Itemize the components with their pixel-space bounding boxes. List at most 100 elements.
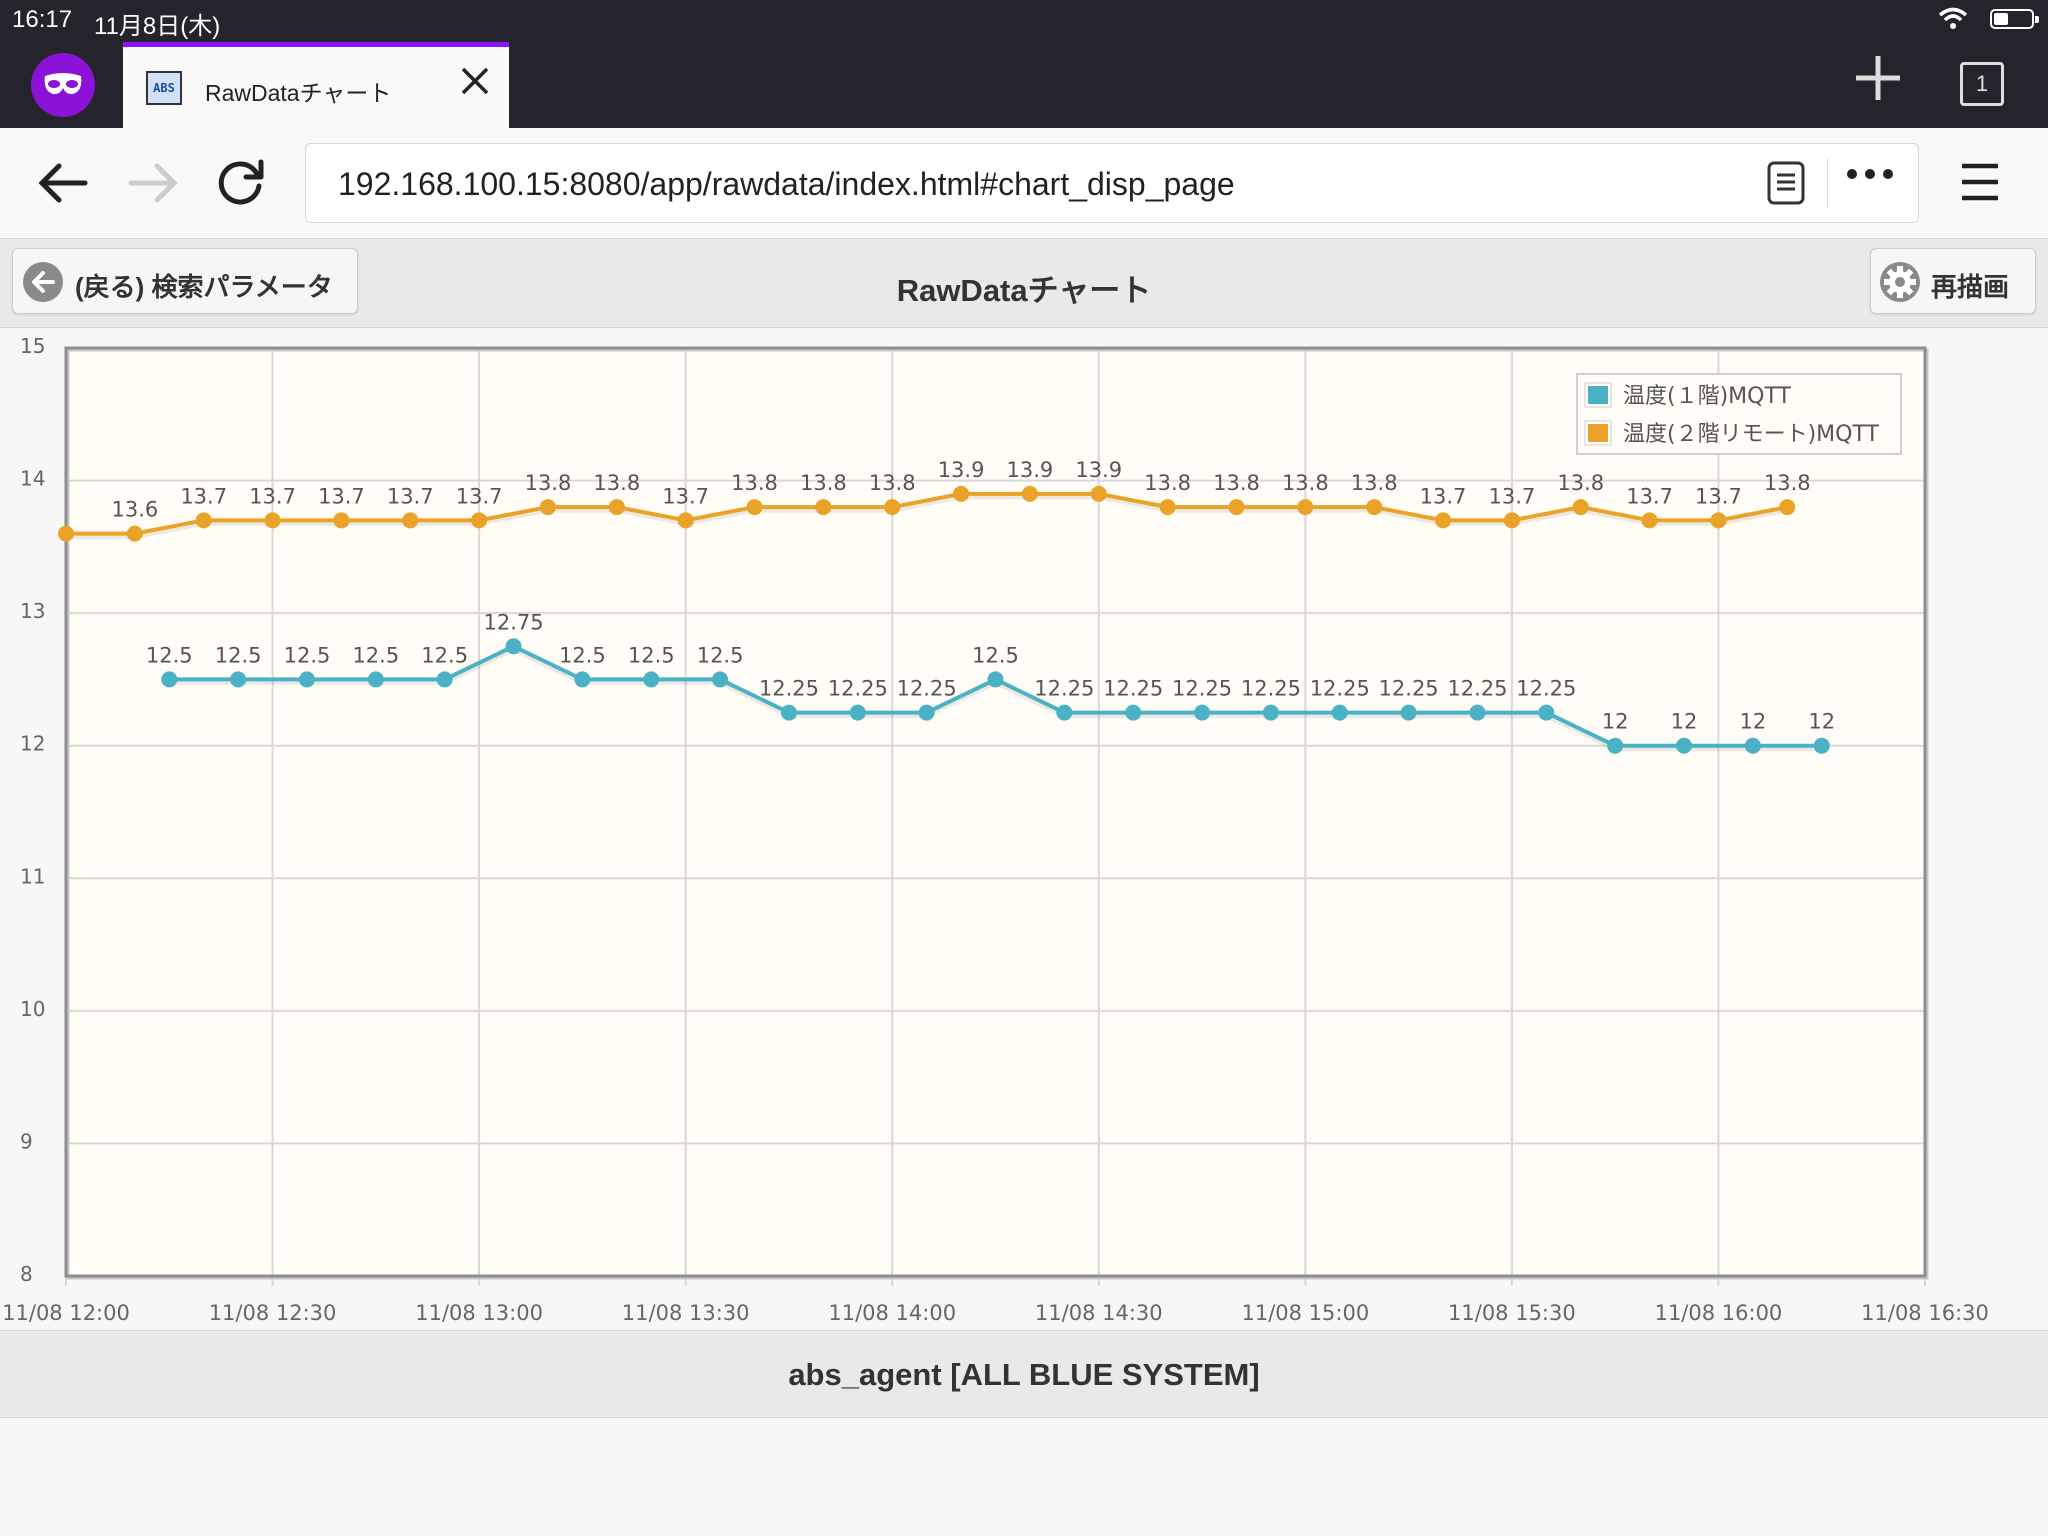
series-2-point bbox=[677, 512, 694, 529]
series-2-data-label: 13.7 bbox=[662, 484, 709, 508]
address-bar[interactable]: 192.168.100.15:8080/app/rawdata/index.ht… bbox=[305, 143, 1919, 223]
series-1-point bbox=[298, 671, 315, 688]
y-tick-label: 10 bbox=[20, 997, 45, 1021]
back-button-label: (戻る) 検索パラメータ bbox=[75, 272, 333, 302]
series-2-point bbox=[1572, 499, 1589, 516]
series-1-data-label: 12.25 bbox=[1310, 677, 1370, 701]
series-1-data-label: 12.25 bbox=[1379, 677, 1439, 701]
series-1-point bbox=[849, 704, 866, 721]
x-tick-label: 11/08 14:30 bbox=[1035, 1301, 1163, 1325]
forward-arrow-icon[interactable] bbox=[121, 152, 183, 214]
gear-icon bbox=[1880, 262, 1920, 302]
series-2-point bbox=[1297, 499, 1314, 516]
rawdata-line-chart: 8 9 10 11 12 13 14 15 11/08 12:00 11/08 12:30 11/0… bbox=[2, 334, 1989, 1325]
series-2-data-label: 13.8 bbox=[1351, 471, 1398, 495]
series-1-data-label: 12.25 bbox=[828, 677, 888, 701]
x-tick-label: 11/08 12:00 bbox=[2, 1301, 130, 1325]
series-2-point bbox=[953, 485, 970, 502]
series-1-point bbox=[1262, 704, 1279, 721]
wifi-icon bbox=[1938, 6, 1968, 36]
series-2-data-label: 13.7 bbox=[1626, 484, 1673, 508]
url-text[interactable]: 192.168.100.15:8080/app/rawdata/index.ht… bbox=[338, 166, 1235, 202]
series-2-data-label: 13.7 bbox=[387, 484, 434, 508]
series-2-data-label: 13.8 bbox=[593, 471, 640, 495]
series-2-point bbox=[1710, 512, 1727, 529]
series-2-point bbox=[333, 512, 350, 529]
series-1-point bbox=[505, 638, 522, 655]
series-2-data-label: 13.6 bbox=[111, 498, 158, 522]
menu-hamburger-icon[interactable] bbox=[1960, 160, 2000, 204]
series-2-point bbox=[264, 512, 281, 529]
x-tick-label: 11/08 14:00 bbox=[828, 1301, 956, 1325]
y-tick-label: 11 bbox=[20, 864, 45, 888]
y-tick-label: 9 bbox=[20, 1129, 33, 1153]
legend-box bbox=[1576, 373, 1902, 455]
series-2-data-label: 13.8 bbox=[731, 471, 778, 495]
series-line-2 bbox=[66, 491, 1788, 536]
series-2-data-label: 13.9 bbox=[1007, 458, 1054, 482]
series-2-data-label: 13.8 bbox=[1144, 471, 1191, 495]
series-2-data-label: 13.9 bbox=[1075, 458, 1122, 482]
plot-frame bbox=[64, 346, 1927, 1278]
series-2-data-label: 13.8 bbox=[869, 471, 916, 495]
series-2-data-label: 13.8 bbox=[1213, 471, 1260, 495]
battery-icon bbox=[1990, 9, 2039, 29]
browser-tab[interactable]: ABS RawDataチャート bbox=[123, 42, 509, 128]
x-tick-label: 11/08 13:00 bbox=[415, 1301, 543, 1325]
series-1-point bbox=[161, 671, 178, 688]
series-2-point bbox=[1228, 499, 1245, 516]
series-1-point bbox=[367, 671, 384, 688]
x-tick-label: 11/08 16:30 bbox=[1861, 1301, 1989, 1325]
series-1-point bbox=[780, 704, 797, 721]
series-1-data-label: 12.25 bbox=[897, 677, 957, 701]
series-1-point bbox=[1744, 737, 1761, 754]
back-to-search-button[interactable]: (戻る) 検索パラメータ bbox=[12, 248, 358, 314]
y-tick-label: 14 bbox=[20, 467, 45, 491]
status-date: 11月8日(木) bbox=[94, 13, 221, 40]
series-1-data-label: 12.5 bbox=[146, 643, 193, 667]
series-1-data-label: 12.75 bbox=[483, 610, 543, 634]
series-1-data-label: 12.5 bbox=[421, 643, 468, 667]
page-footer: abs_agent [ALL BLUE SYSTEM] bbox=[0, 1330, 2048, 1418]
new-tab-plus-icon[interactable] bbox=[1848, 48, 1908, 108]
series-1-point bbox=[1469, 704, 1486, 721]
divider bbox=[1827, 158, 1828, 208]
series-2-data-label: 13.7 bbox=[1695, 484, 1742, 508]
redraw-button[interactable]: 再描画 bbox=[1870, 248, 2036, 314]
series-1-point bbox=[1194, 704, 1211, 721]
series-2-point bbox=[1021, 485, 1038, 502]
series-1-point bbox=[1056, 704, 1073, 721]
plot-area bbox=[66, 348, 1925, 1276]
close-tab-icon[interactable] bbox=[459, 61, 491, 105]
series-1-point bbox=[1538, 704, 1555, 721]
status-bar: 16:17 11月8日(木) bbox=[0, 0, 2048, 40]
series-1-point bbox=[574, 671, 591, 688]
status-time: 16:17 bbox=[12, 6, 73, 33]
page-header: (戻る) 検索パラメータ RawDataチャート 再描画 bbox=[0, 239, 2048, 328]
x-tick-label: 11/08 15:30 bbox=[1448, 1301, 1576, 1325]
back-arrow-icon[interactable] bbox=[33, 152, 95, 214]
series-2-point bbox=[126, 525, 143, 542]
series-2-point bbox=[58, 525, 74, 542]
x-tick-label: 11/08 16:00 bbox=[1655, 1301, 1783, 1325]
tab-count-button[interactable]: 1 bbox=[1960, 62, 2004, 106]
page-title: RawDataチャート bbox=[896, 273, 1152, 308]
series-1-point bbox=[1400, 704, 1417, 721]
x-tick-label: 11/08 13:30 bbox=[622, 1301, 750, 1325]
series-2-data-label: 13.7 bbox=[318, 484, 365, 508]
series-2-data-label: 13.7 bbox=[1489, 484, 1536, 508]
series-1-data-label: 12.25 bbox=[1172, 677, 1232, 701]
series-2-data-label: 13.7 bbox=[249, 484, 296, 508]
reader-view-icon[interactable] bbox=[1766, 160, 1806, 206]
series-2-data-label: 13.7 bbox=[180, 484, 227, 508]
navigation-bar: 192.168.100.15:8080/app/rawdata/index.ht… bbox=[0, 128, 2048, 239]
series-1-point bbox=[1676, 737, 1693, 754]
reload-icon[interactable] bbox=[209, 152, 271, 214]
private-browsing-mask-icon[interactable] bbox=[31, 53, 95, 117]
series-2-point bbox=[1435, 512, 1452, 529]
series-1-data-label: 12.25 bbox=[1034, 677, 1094, 701]
page-actions-more-icon[interactable] bbox=[1838, 154, 1902, 210]
series-1-point bbox=[230, 671, 247, 688]
series-1-data-label: 12.5 bbox=[972, 643, 1019, 667]
redraw-button-label: 再描画 bbox=[1931, 272, 2010, 302]
